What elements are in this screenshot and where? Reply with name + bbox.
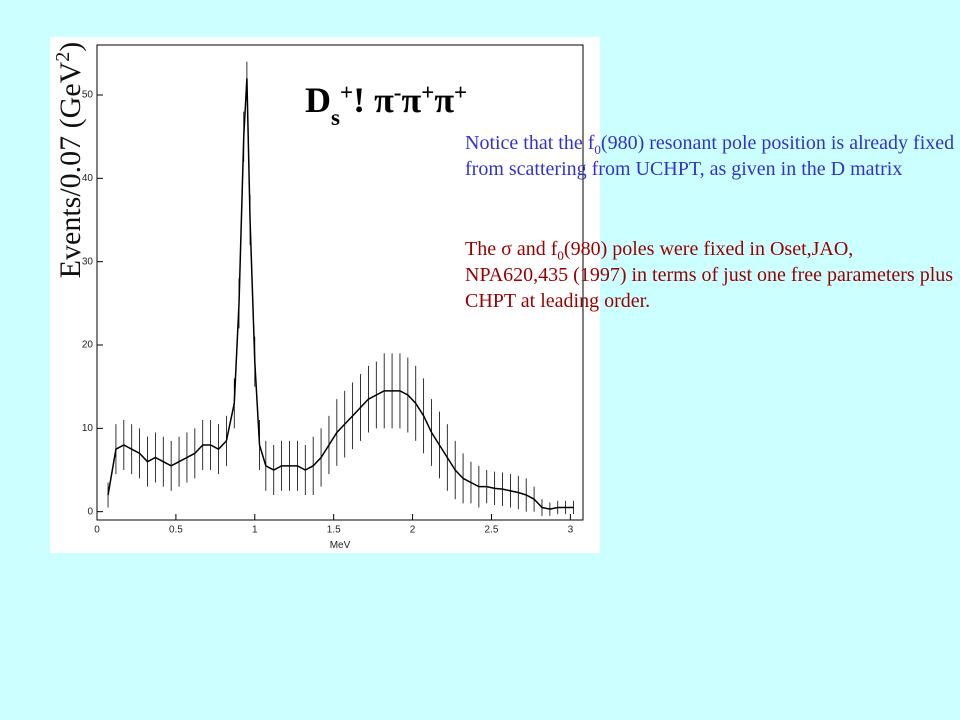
note-text: (980) poles were fixed in Oset,JAO, NPA6… (465, 238, 954, 312)
y-tick-label: 40 (82, 173, 94, 184)
note-text: The σ and f (465, 238, 558, 260)
chart-title-part: ! (353, 80, 374, 120)
note-text: (980) resonant pole position is already … (465, 132, 955, 180)
note-blue: Notice that the f0(980) resonant pole po… (465, 130, 957, 182)
y-axis-label-part: ) (54, 42, 87, 52)
x-tick-label: 3 (568, 525, 574, 536)
chart-title-part: π (434, 80, 454, 120)
x-tick-label: 1.5 (327, 525, 341, 536)
chart-title-part: + (340, 80, 353, 105)
note-text: 0 (594, 142, 601, 157)
chart-title-part: - (394, 80, 402, 105)
x-tick-label: 2 (410, 525, 416, 536)
chart-title-part: π (374, 80, 394, 120)
data-line (107, 78, 574, 510)
note-text: 0 (557, 248, 564, 263)
chart-title-part: D (305, 80, 331, 120)
chart-title-part: + (421, 80, 434, 105)
x-tick-label: 0.5 (169, 525, 183, 536)
y-axis-label: Events/0.07 (GeV2) (52, 42, 87, 279)
y-axis-label-part: Events/0.07 (GeV (54, 61, 87, 278)
plot-frame (96, 44, 584, 521)
chart-title: Ds+! π-π+π+ (305, 80, 467, 130)
y-tick-label: 50 (82, 90, 94, 101)
note-red: The σ and f0(980) poles were fixed in Os… (465, 236, 957, 314)
y-tick-label: 10 (82, 423, 94, 434)
chart-title-part: π (401, 80, 421, 120)
x-tick-label: 2.5 (485, 525, 499, 536)
y-axis-label-part: 2 (52, 52, 74, 62)
chart-title-part: s (331, 105, 340, 130)
x-axis-label: MeV (330, 540, 351, 551)
y-tick-label: 20 (82, 340, 94, 351)
x-tick-label: 1 (252, 525, 258, 536)
y-tick-label: 0 (87, 506, 93, 517)
figure-background (50, 37, 600, 553)
x-tick-label: 0 (94, 525, 100, 536)
note-text: Notice that the f (465, 132, 595, 154)
y-tick-label: 30 (82, 256, 94, 267)
chart-title-part: + (454, 80, 467, 105)
